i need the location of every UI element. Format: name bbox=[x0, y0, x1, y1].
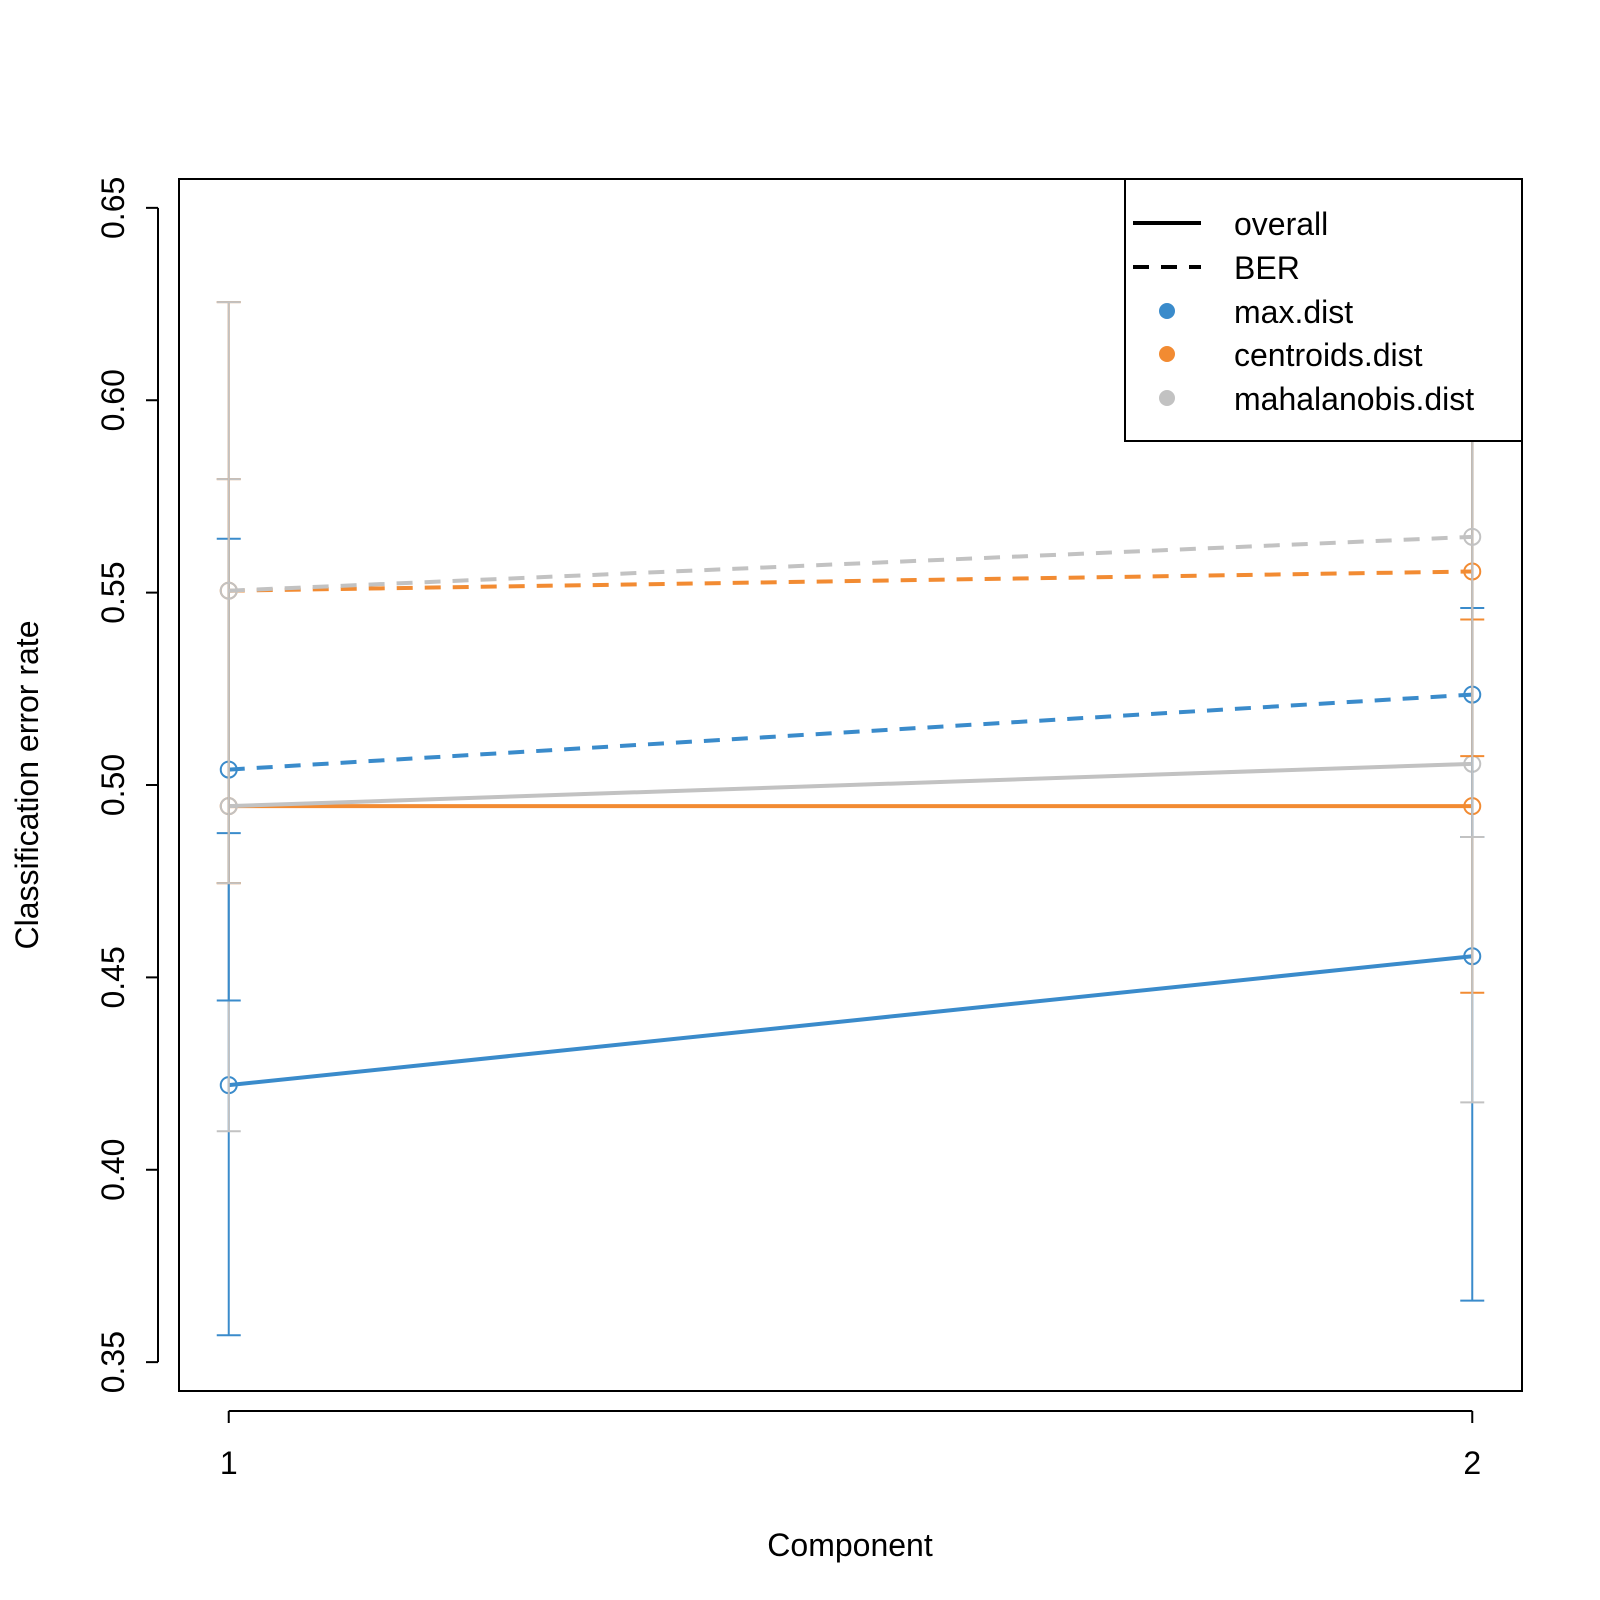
series-line bbox=[228, 954, 1473, 1088]
series-line bbox=[228, 534, 1473, 593]
legend-label-mahalanobis-dist: mahalanobis.dist bbox=[1234, 381, 1474, 417]
y-axis-label: Classification error rate bbox=[9, 621, 45, 950]
y-tick-label: 0.45 bbox=[95, 946, 131, 1008]
legend-box bbox=[1124, 178, 1523, 442]
series-line bbox=[228, 569, 1473, 593]
series-line bbox=[228, 692, 1473, 772]
y-tick-label: 0.40 bbox=[95, 1139, 131, 1201]
legend: overall BER max.dist centroids.dist maha… bbox=[1124, 178, 1523, 442]
series-mahalanobis-dist-overall bbox=[216, 420, 1485, 1133]
series-centroids-dist-overall bbox=[216, 478, 1485, 994]
y-tick-label: 0.35 bbox=[95, 1331, 131, 1393]
series-max-dist-overall bbox=[216, 607, 1485, 1337]
x-tick-label: 1 bbox=[220, 1445, 238, 1481]
y-tick-label: 0.55 bbox=[95, 561, 131, 623]
legend-label-overall: overall bbox=[1234, 206, 1328, 242]
y-tick-label: 0.65 bbox=[95, 177, 131, 239]
legend-label-ber: BER bbox=[1234, 250, 1300, 286]
x-axis-label: Component bbox=[767, 1527, 933, 1563]
series-max-dist-ber bbox=[216, 393, 1485, 1002]
legend-swatch-centroids-dist bbox=[1159, 346, 1175, 362]
series-layer bbox=[216, 235, 1485, 1337]
y-axis: 0.35 0.40 0.45 0.50 0.55 0.60 0.65 bbox=[95, 177, 159, 1393]
data-point bbox=[1463, 527, 1482, 546]
y-tick-label: 0.60 bbox=[95, 369, 131, 431]
legend-swatch-mahalanobis-dist bbox=[1159, 390, 1175, 406]
legend-swatch-max-dist bbox=[1159, 303, 1175, 319]
y-tick-label: 0.50 bbox=[95, 754, 131, 816]
x-tick-label: 2 bbox=[1463, 1445, 1481, 1481]
legend-label-max-dist: max.dist bbox=[1234, 294, 1353, 330]
data-point bbox=[219, 581, 238, 600]
legend-label-centroids-dist: centroids.dist bbox=[1234, 337, 1423, 373]
plot-frame bbox=[178, 178, 1523, 1392]
series-line bbox=[228, 761, 1473, 809]
